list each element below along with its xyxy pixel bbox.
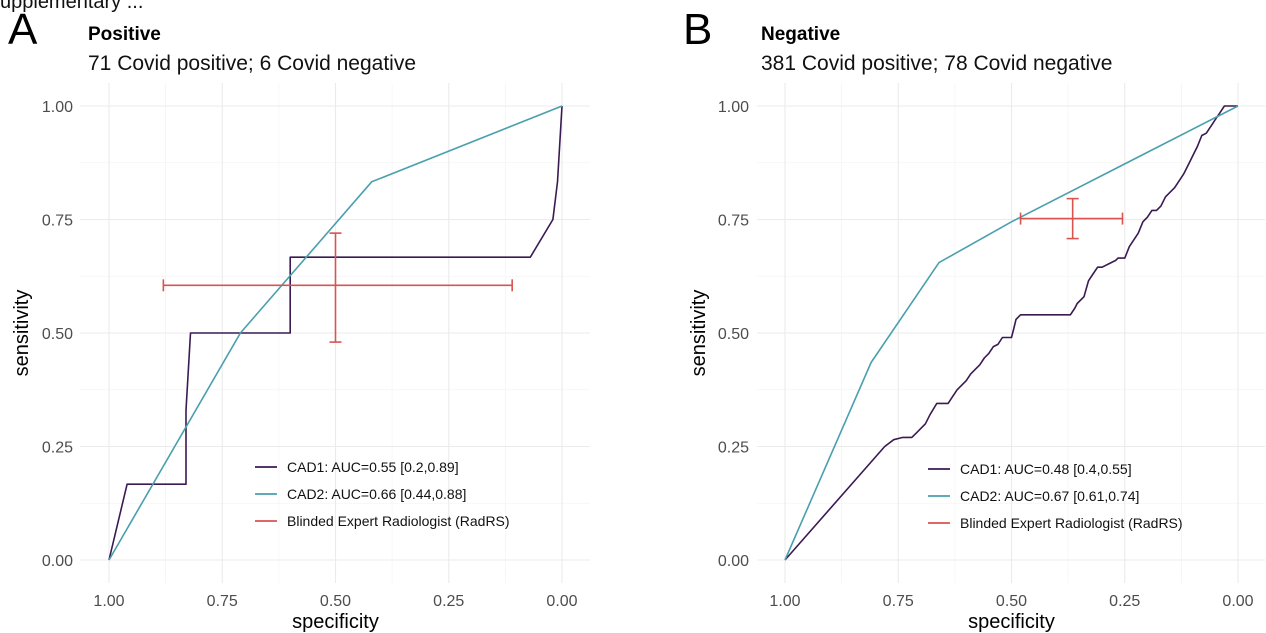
x-tick-label: 0.25 bbox=[433, 593, 464, 610]
panel-b: B Negative 381 Covid positive; 78 Covid ne… bbox=[683, 5, 1265, 633]
y-tick-label: 0.75 bbox=[42, 213, 73, 230]
x-tick-label: 0.75 bbox=[207, 593, 238, 610]
panel-subtitle: 71 Covid positive; 6 Covid negative bbox=[88, 52, 416, 75]
series-line-1 bbox=[784, 105, 1238, 561]
legend-label-1: CAD1: AUC=0.48 [0.4,0.55] bbox=[960, 461, 1132, 477]
legend-label-3: Blinded Expert Radiologist (RadRS) bbox=[960, 515, 1183, 531]
panel-subtitle: 381 Covid positive; 78 Covid negative bbox=[761, 52, 1112, 75]
series-line-1 bbox=[108, 105, 563, 561]
x-axis-title: specificity bbox=[968, 611, 1055, 633]
series-line-2 bbox=[108, 105, 563, 561]
x-tick-label: 0.25 bbox=[1109, 593, 1140, 610]
x-tick-label: 1.00 bbox=[93, 593, 124, 610]
legend-label-2: CAD2: AUC=0.67 [0.61,0.74] bbox=[960, 488, 1139, 504]
panel-label: B bbox=[683, 5, 712, 54]
legend-label-1: CAD1: AUC=0.55 [0.2,0.89] bbox=[287, 459, 459, 475]
panel-title: Negative bbox=[761, 24, 840, 45]
x-tick-label: 0.50 bbox=[320, 593, 351, 610]
x-tick-label: 0.50 bbox=[996, 593, 1027, 610]
x-axis-title: specificity bbox=[292, 611, 379, 633]
y-tick-label: 1.00 bbox=[42, 99, 73, 116]
y-tick-label: 0.25 bbox=[718, 440, 749, 457]
x-tick-label: 0.00 bbox=[1222, 593, 1253, 610]
panel-a: A Positive 71 Covid positive; 6 Covid nega… bbox=[8, 5, 590, 633]
y-tick-label: 0.50 bbox=[42, 326, 73, 343]
y-tick-label: 0.50 bbox=[718, 326, 749, 343]
panel-title: Positive bbox=[88, 24, 161, 45]
y-tick-label: 0.25 bbox=[42, 440, 73, 457]
y-tick-label: 1.00 bbox=[718, 99, 749, 116]
x-tick-label: 1.00 bbox=[769, 593, 800, 610]
x-tick-label: 0.75 bbox=[883, 593, 914, 610]
legend-label-2: CAD2: AUC=0.66 [0.44,0.88] bbox=[287, 486, 466, 502]
x-tick-label: 0.00 bbox=[546, 593, 577, 610]
y-tick-label: 0.75 bbox=[718, 213, 749, 230]
legend-label-3: Blinded Expert Radiologist (RadRS) bbox=[287, 513, 510, 529]
y-tick-label: 0.00 bbox=[718, 553, 749, 570]
y-tick-label: 0.00 bbox=[42, 553, 73, 570]
cropped-header-text: upplementary ... bbox=[0, 0, 143, 13]
y-axis-title: sensitivity bbox=[688, 290, 710, 377]
series-line-2 bbox=[784, 105, 1239, 561]
panel-label: A bbox=[8, 5, 38, 54]
y-axis-title: sensitivity bbox=[11, 290, 33, 377]
